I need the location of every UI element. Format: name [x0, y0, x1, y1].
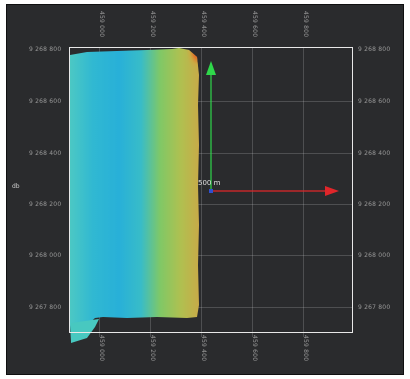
top-coordinate-label: 459 800: [302, 11, 309, 38]
grid-line-vertical: [252, 47, 253, 337]
extent-box: [69, 47, 353, 333]
raster-tail: [71, 319, 99, 343]
map-viewport[interactable]: 500 m db 9 268 800 9 268 600 9 268 400 9…: [6, 4, 404, 375]
left-coordinate-label: 9 268 000: [29, 252, 62, 259]
bottom-coordinate-label: 459 000: [98, 335, 105, 362]
grid-line-horizontal: [69, 307, 353, 308]
left-coordinate-label: 9 268 600: [29, 98, 62, 105]
right-coordinate-label: 9 268 800: [358, 46, 391, 53]
scale-label: 500 m: [198, 179, 221, 187]
grid-line-vertical: [303, 47, 304, 337]
top-coordinate-label: 459 400: [200, 11, 207, 38]
right-coordinate-label: 9 268 200: [358, 201, 391, 208]
bottom-coordinate-label: 459 800: [302, 335, 309, 362]
right-coordinate-label: 9 268 000: [358, 252, 391, 259]
left-coordinate-label: 9 268 800: [29, 46, 62, 53]
grid-line-vertical: [201, 47, 202, 337]
bottom-coordinate-label: 459 600: [251, 335, 258, 362]
layer-label: db: [12, 183, 20, 190]
right-coordinate-label: 9 267 800: [358, 304, 391, 311]
left-coordinate-label: 9 268 200: [29, 201, 62, 208]
top-coordinate-label: 459 000: [98, 11, 105, 38]
elevation-raster: [70, 48, 199, 343]
raster-hotspot: [167, 48, 199, 105]
right-coordinate-label: 9 268 600: [358, 98, 391, 105]
top-coordinate-label: 459 600: [251, 11, 258, 38]
grid-line-horizontal: [69, 255, 353, 256]
raster-body: [70, 48, 199, 341]
left-coordinate-label: 9 268 400: [29, 150, 62, 157]
bottom-coordinate-label: 459 200: [149, 335, 156, 362]
bottom-coordinate-label: 459 400: [200, 335, 207, 362]
top-coordinate-label: 459 200: [149, 11, 156, 38]
grid-line-horizontal: [69, 204, 353, 205]
right-coordinate-label: 9 268 400: [358, 150, 391, 157]
left-coordinate-label: 9 267 800: [29, 304, 62, 311]
